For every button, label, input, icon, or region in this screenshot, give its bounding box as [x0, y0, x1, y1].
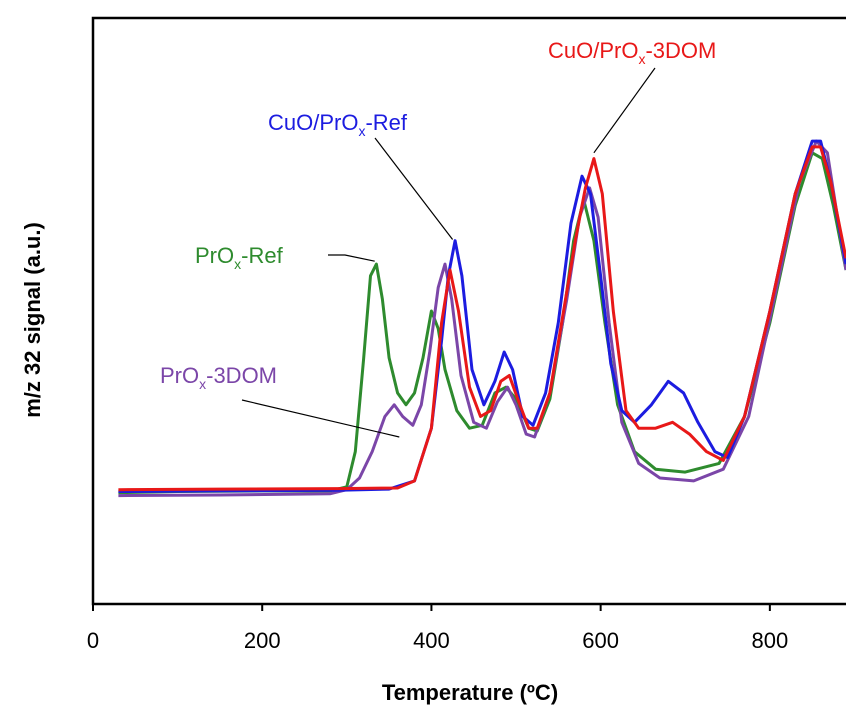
annotation-leader-0	[328, 254, 375, 262]
annotation-leader-1	[241, 399, 400, 438]
x-tick-label: 200	[244, 628, 281, 653]
series-line-0	[118, 151, 846, 495]
annotation-label-0: PrOx-Ref	[195, 243, 284, 272]
annotations: PrOx-Ref PrOx-3DOM CuO/PrOx-Ref CuO/PrOx-3D…	[160, 38, 716, 438]
annotation-label-2: CuO/PrOx-Ref	[268, 110, 408, 139]
x-tick-label: 600	[582, 628, 619, 653]
series-line-2	[118, 139, 846, 493]
x-axis-title: Temperature (ºC)	[382, 680, 558, 705]
annotation-leader-3	[593, 67, 656, 154]
x-tick-label: 400	[413, 628, 450, 653]
annotation-leader-2	[374, 137, 454, 240]
plot-frame	[91, 16, 846, 606]
x-tick-label: 800	[751, 628, 788, 653]
series-line-1	[118, 139, 846, 498]
series-line-3	[118, 145, 846, 492]
annotation-label-1: PrOx-3DOM	[160, 363, 277, 392]
y-axis-title: m/z 32 signal (a.u.)	[20, 222, 45, 418]
annotation-label-3: CuO/PrOx-3DOM	[548, 38, 716, 67]
x-tick-label: 0	[87, 628, 99, 653]
axes: 0 200 400 600 800	[87, 16, 846, 653]
plot-area	[118, 139, 846, 498]
